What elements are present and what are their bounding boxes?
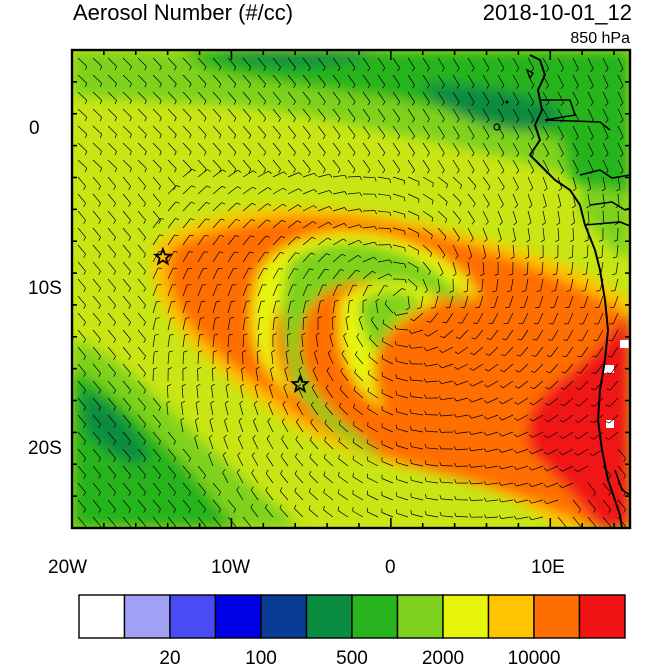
wind-barb-feather bbox=[405, 231, 406, 235]
wind-barb-feather bbox=[368, 422, 369, 426]
colorbar bbox=[79, 595, 625, 638]
wind-barb-feather bbox=[264, 269, 268, 270]
y-tick-label-0: 0 bbox=[29, 118, 40, 140]
colorbar-swatch bbox=[352, 595, 398, 638]
wind-barb bbox=[363, 211, 375, 212]
colorbar-swatch bbox=[261, 595, 307, 638]
wind-barb-feather bbox=[291, 301, 295, 302]
wind-barb bbox=[471, 500, 483, 501]
wind-barb bbox=[441, 466, 453, 467]
x-tick-label-0: 0 bbox=[385, 557, 396, 579]
wind-barb-feather bbox=[411, 510, 412, 514]
colorbar-swatch bbox=[398, 595, 444, 638]
colorbar-swatch bbox=[580, 595, 626, 638]
wind-barb bbox=[618, 211, 619, 223]
wind-barb-feather bbox=[411, 493, 412, 497]
aerosol-field bbox=[72, 50, 630, 530]
wind-barb-feather bbox=[276, 301, 280, 302]
wind-barb-feather bbox=[383, 337, 384, 341]
colorbar-swatch bbox=[489, 595, 535, 638]
wind-barb-feather bbox=[596, 291, 600, 292]
wind-barb-feather bbox=[611, 291, 615, 292]
y-tick-label-10s: 10S bbox=[28, 278, 62, 300]
wind-barb-feather bbox=[608, 340, 612, 341]
wind-barb bbox=[198, 352, 199, 364]
colorbar-swatch bbox=[307, 595, 353, 638]
colorbar-swatch bbox=[170, 595, 216, 638]
wind-barb-feather bbox=[396, 374, 397, 378]
wind-barb bbox=[573, 245, 574, 257]
colorbar-swatch bbox=[125, 595, 171, 638]
y-tick-label-20s: 20S bbox=[28, 438, 62, 460]
colorbar-swatch bbox=[216, 595, 262, 638]
wind-barb bbox=[573, 228, 574, 240]
colorbar-swatch bbox=[534, 595, 580, 638]
wind-barb bbox=[456, 466, 468, 467]
colorbar-swatch bbox=[79, 595, 125, 638]
x-tick-label-10w: 10W bbox=[211, 557, 250, 579]
x-tick-label-20w: 20W bbox=[48, 557, 87, 579]
wind-barb-feather bbox=[593, 340, 597, 341]
wind-barb-feather bbox=[473, 323, 477, 324]
x-tick-label-10e: 10E bbox=[531, 557, 565, 579]
wind-barb-feather bbox=[431, 308, 435, 309]
colorbar-swatch bbox=[443, 595, 489, 638]
wind-barb-feather bbox=[581, 291, 585, 292]
wind-barb-feather bbox=[418, 251, 419, 255]
